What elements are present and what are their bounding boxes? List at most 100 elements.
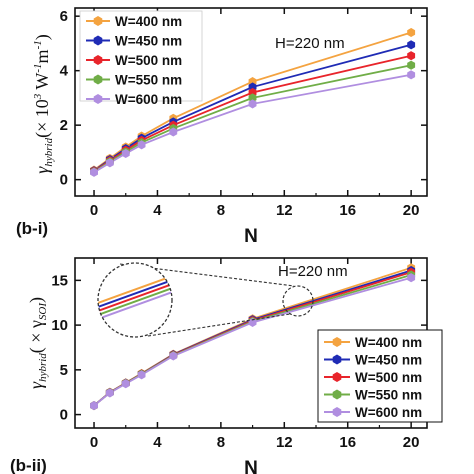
legend: W=400 nm W=450 nm W=500 nm W=550 nm W=600 nm [317, 329, 443, 423]
legend-marker [93, 94, 103, 104]
y-tick-label: 5 [60, 362, 68, 379]
panel-label: (b-i) [16, 219, 48, 238]
panel-label: (b-ii) [10, 456, 47, 474]
zoom-connector-line [147, 313, 291, 337]
y-tick-label: 6 [60, 8, 68, 25]
y-label-superscript: 3 [32, 93, 44, 100]
data-point [407, 51, 416, 61]
data-point [248, 99, 257, 109]
y-tick-label: 10 [51, 317, 68, 334]
y-label-superscript: -1 [32, 40, 44, 49]
data-point [169, 127, 178, 137]
y-tick-label: 0 [60, 407, 68, 424]
legend-marker [93, 74, 103, 85]
zoom-connector-line [119, 263, 295, 287]
legend-label: W=450 nm [355, 353, 422, 368]
series-markers [90, 27, 416, 177]
x-tick-label: 20 [403, 202, 420, 219]
data-point [407, 40, 416, 50]
y-label-subscript: SOI [37, 302, 49, 320]
axis-ticks: 0 4 8 12 16 20 0 5 10 15 [51, 258, 427, 451]
y-label-text: (× 10 [32, 99, 53, 138]
x-axis-label: N [244, 458, 258, 474]
x-tick-label: 0 [90, 434, 98, 451]
legend-marker [93, 55, 103, 65]
data-point [407, 27, 416, 38]
legend-marker [332, 337, 342, 347]
x-tick-label: 20 [403, 434, 420, 451]
zoom-inset-lines [98, 273, 172, 321]
zoom-series-line [98, 285, 172, 317]
legend: W=400 nm W=450 nm W=500 nm W=550 nm W=600 nm [79, 10, 203, 107]
x-tick-label: 12 [276, 434, 293, 451]
zoom-inset [97, 262, 314, 338]
plot-frame [74, 7, 428, 197]
y-label-close: ) [32, 34, 53, 40]
legend-label: W=450 nm [115, 34, 182, 49]
zoom-series-line [98, 273, 172, 305]
data-point [121, 148, 130, 159]
data-point [137, 140, 146, 150]
x-tick-label: 8 [217, 202, 225, 219]
x-axis-label: N [244, 226, 258, 247]
zoom-series-line [98, 281, 172, 313]
y-label-unit: m [32, 49, 52, 63]
legend-marker [332, 354, 342, 365]
data-point [105, 158, 114, 168]
legend-label: W=500 nm [355, 370, 422, 385]
y-label-text: ( × γ [26, 320, 47, 353]
x-tick-label: 8 [217, 434, 225, 451]
x-tick-label: 16 [339, 434, 356, 451]
y-label-subscript: hybrid [37, 353, 49, 382]
y-label-symbol: γ [26, 381, 46, 389]
chart-panel-b-i: 0 4 8 12 16 20 0 2 4 6 (b-i) N H=220 nm γhybrid(×… [16, 7, 428, 247]
x-tick-label: 12 [276, 202, 293, 219]
legend-marker [93, 35, 103, 46]
y-label-symbol: γ [32, 166, 52, 174]
data-point [169, 351, 178, 361]
legend-marker [93, 16, 103, 26]
legend-label: W=600 nm [355, 405, 422, 420]
legend-box [79, 10, 203, 102]
data-point [407, 70, 416, 80]
x-tick-label: 4 [153, 202, 162, 219]
chart-panel-b-ii: 0 4 8 12 16 20 0 5 10 15 (b-ii) N H=220 nm γhybri… [10, 257, 443, 474]
annotation-height: H=220 nm [275, 35, 345, 52]
y-label-close: ) [26, 297, 47, 303]
data-point [407, 273, 416, 283]
annotation-height: H=220 nm [278, 263, 348, 280]
legend-marker [332, 407, 342, 417]
y-axis-label: γhybrid( × γSOI) [26, 297, 49, 389]
y-label-superscript: -1 [32, 63, 44, 72]
legend-marker [332, 389, 342, 400]
legend-label: W=400 nm [355, 335, 422, 350]
data-point [407, 60, 416, 70]
data-point [105, 388, 114, 398]
legend-label: W=550 nm [115, 73, 182, 88]
zoom-inset-background [98, 263, 172, 337]
y-label-subscript: hybrid [43, 137, 55, 166]
y-tick-label: 4 [60, 63, 69, 80]
legend-label: W=550 nm [355, 388, 422, 403]
data-point [121, 379, 130, 389]
legend-label: W=500 nm [115, 53, 182, 68]
y-label-unit: W [32, 73, 52, 94]
legend-label: W=400 nm [115, 14, 182, 29]
series-markers [90, 263, 416, 411]
data-point [90, 401, 98, 411]
x-tick-label: 16 [339, 202, 356, 219]
y-tick-label: 15 [51, 272, 68, 289]
y-tick-label: 2 [60, 117, 68, 134]
data-point [90, 167, 98, 177]
data-point [137, 370, 146, 380]
zoom-target-circle [282, 285, 314, 317]
y-axis-label: γhybrid(× 103 W-1m-1) [32, 34, 55, 174]
legend-marker [332, 372, 342, 382]
zoom-inset-circle [97, 262, 173, 338]
zoom-series-line [98, 289, 172, 321]
zoom-series-line [98, 277, 172, 309]
x-tick-label: 0 [90, 202, 98, 219]
y-tick-label: 0 [60, 172, 68, 189]
legend-label: W=600 nm [115, 92, 182, 107]
